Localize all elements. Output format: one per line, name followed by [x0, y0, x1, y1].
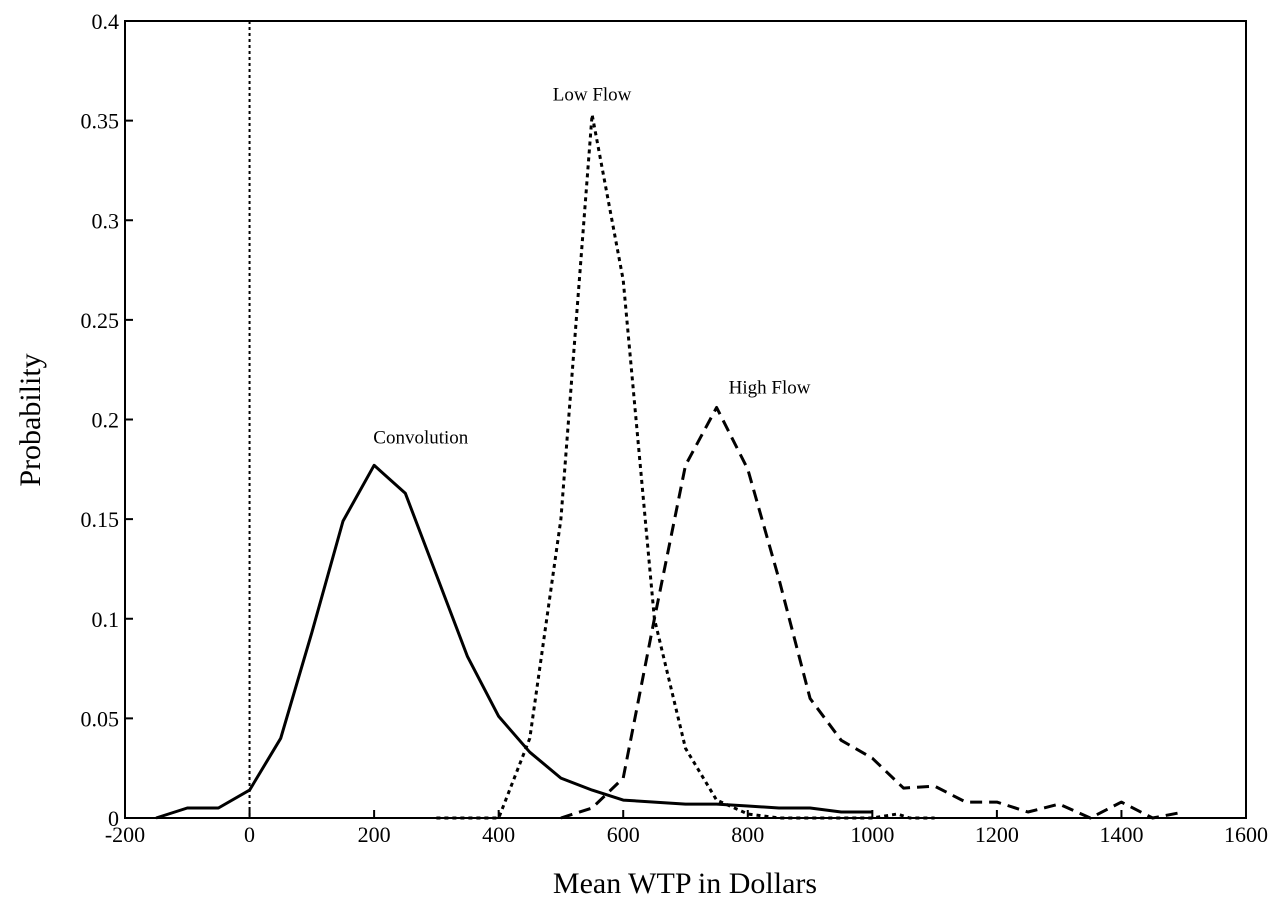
x-tick-label: 1400	[1099, 822, 1143, 847]
convolution-annotation: Convolution	[373, 427, 469, 448]
y-tick-label: 0	[108, 806, 119, 831]
high-flow-annotation: High Flow	[729, 378, 811, 399]
x-tick-label: -200	[105, 822, 145, 847]
x-tick-label: 200	[358, 822, 391, 847]
low-flow-annotation: Low Flow	[553, 85, 632, 106]
x-tick-label: 600	[607, 822, 640, 847]
y-tick-label: 0.05	[81, 706, 120, 731]
low-flow-series-line	[436, 113, 935, 820]
y-axis: 0 0.05 0.1 0.15 0.2 0.25 0.3 0.35 0.4	[81, 9, 133, 831]
y-axis-title: Probability	[14, 353, 47, 486]
x-tick-label: 800	[731, 822, 764, 847]
high-flow-series-line	[560, 406, 1184, 820]
x-tick-label: 1200	[975, 822, 1019, 847]
convolution-series-line	[155, 463, 873, 820]
y-tick-label: 0.15	[81, 507, 120, 532]
x-tick-label: 400	[482, 822, 515, 847]
x-tick-label: 0	[244, 822, 255, 847]
annotation-layer: Low Flow High Flow Convolution	[373, 85, 810, 449]
x-axis: -200 0 200 400 600 800 1000 1200 1400 1600	[105, 810, 1268, 847]
y-tick-label: 0.35	[81, 109, 120, 134]
y-tick-label: 0.1	[92, 607, 120, 632]
y-tick-label: 0.2	[92, 408, 120, 433]
x-tick-label: 1000	[850, 822, 894, 847]
x-axis-title: Mean WTP in Dollars	[553, 867, 817, 899]
y-tick-label: 0.4	[92, 9, 120, 34]
series-layer	[155, 113, 1184, 820]
y-tick-label: 0.3	[92, 208, 120, 233]
x-tick-label: 1600	[1224, 822, 1268, 847]
y-tick-label: 0.25	[81, 308, 120, 333]
